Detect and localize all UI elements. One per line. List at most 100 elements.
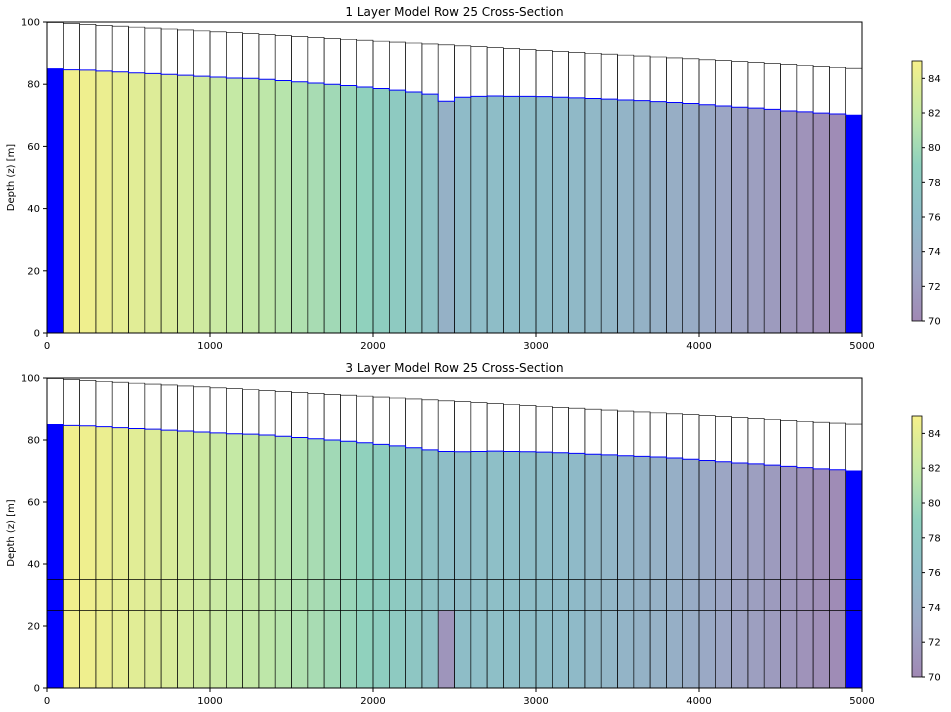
cell-5: [128, 72, 145, 334]
cell-23: [421, 94, 439, 333]
colorbar-tick-label: 82: [928, 109, 941, 120]
cell-28: [503, 96, 520, 333]
colorbar-tick-label: 72: [928, 638, 941, 649]
cell-12: [242, 78, 259, 333]
cell-43: [747, 463, 765, 688]
cell-41: [715, 461, 732, 688]
cell-bottom-layer-24: [438, 610, 455, 688]
cell-35: [617, 455, 634, 688]
cell-11: [226, 77, 243, 333]
y-tick-label: 0: [34, 329, 40, 340]
cell-6: [144, 73, 162, 333]
cell-25: [454, 451, 471, 688]
cell-9: [193, 431, 210, 688]
cell-29: [519, 96, 536, 333]
cell-1: [63, 69, 80, 333]
cell-10: [210, 432, 227, 688]
cell-45: [780, 110, 797, 333]
y-tick-label: 100: [21, 374, 40, 385]
cell-40: [699, 104, 716, 333]
cell-16: [307, 438, 325, 688]
cell-42: [731, 107, 748, 334]
cell-33: [584, 454, 602, 688]
cell-47: [813, 468, 830, 688]
cell-43: [747, 108, 765, 333]
chart-panel-1: 0 1000 2000 3000 4000 5000 0 20 40 60 80 100 1 Layer…: [6, 5, 941, 352]
cell-31: [552, 452, 569, 688]
cell-6: [144, 429, 162, 688]
cell-32: [568, 97, 585, 333]
chart-panel-2: 0 1000 2000 3000 4000 5000 0 20 40 60 80 100 3 Layer…: [6, 361, 941, 707]
colorbar: [911, 60, 923, 322]
colorbar-tick-label: 74: [928, 247, 941, 258]
cell-1: [63, 425, 80, 688]
cell-42: [731, 462, 748, 688]
cell-8: [177, 75, 194, 333]
y-tick-label: 0: [34, 684, 40, 695]
cell-40: [699, 460, 716, 688]
x-tick-label: 5000: [849, 696, 874, 707]
x-tick-label: 5000: [849, 341, 874, 352]
cell-3: [95, 426, 113, 688]
x-tick-label: 2000: [360, 341, 385, 352]
cell-44: [764, 109, 781, 334]
cell-30: [536, 96, 553, 333]
cell-12: [242, 434, 259, 688]
cell-26: [470, 451, 488, 688]
colorbar-tick-label: 72: [928, 282, 941, 293]
x-tick-label: 3000: [523, 341, 548, 352]
cell-11: [226, 433, 243, 688]
chart-title: 1 Layer Model Row 25 Cross-Section: [345, 5, 563, 19]
cell-27: [487, 96, 504, 333]
x-tick-label: 4000: [686, 341, 711, 352]
x-tick-label: 0: [44, 341, 50, 352]
x-tick-label: 2000: [360, 696, 385, 707]
cell-30: [536, 452, 553, 688]
cell-26: [470, 96, 488, 333]
cell-22: [405, 91, 422, 333]
cell-27: [487, 451, 504, 688]
cell-45: [780, 466, 797, 688]
x-tick-label: 1000: [197, 341, 222, 352]
axes-frame: [46, 377, 863, 689]
colorbar-tick-label: 84: [928, 74, 941, 85]
cell-35: [617, 100, 634, 333]
cell-15: [291, 81, 308, 333]
cell-37: [650, 457, 667, 688]
cell-21: [389, 445, 406, 688]
cell-48: [829, 469, 846, 688]
colorbar-tick-label: 84: [928, 429, 941, 440]
cell-18: [340, 85, 357, 333]
y-tick-label: 60: [27, 498, 40, 509]
cell-31: [552, 97, 569, 334]
cell-46: [796, 111, 814, 333]
y-tick-label: 80: [27, 436, 40, 447]
cell-2: [79, 425, 96, 688]
cell-24: [438, 101, 455, 334]
colorbar-tick-label: 76: [928, 213, 941, 224]
x-tick-label: 1000: [197, 696, 222, 707]
y-tick-label: 20: [27, 266, 40, 277]
cell-33: [584, 98, 602, 333]
cell-29: [519, 451, 536, 688]
cell-13: [258, 79, 276, 333]
cell-19: [356, 86, 373, 334]
colorbar-tick-label: 82: [928, 464, 941, 475]
colorbar-tick-label: 80: [928, 499, 941, 510]
cell-3: [95, 70, 113, 334]
cell-13: [258, 435, 276, 688]
x-tick-label: 3000: [523, 696, 548, 707]
y-tick-label: 100: [21, 18, 40, 29]
y-tick-label: 80: [27, 80, 40, 91]
cell-46: [796, 467, 814, 688]
cell-36: [633, 100, 651, 333]
cell-48: [829, 114, 846, 333]
cell-16: [307, 82, 325, 334]
x-tick-label: 4000: [686, 696, 711, 707]
colorbar-tick-label: 78: [928, 533, 941, 544]
cell-15: [291, 437, 308, 688]
water-table-line: [47, 424, 862, 472]
cell-21: [389, 90, 406, 333]
cell-14: [275, 80, 292, 333]
